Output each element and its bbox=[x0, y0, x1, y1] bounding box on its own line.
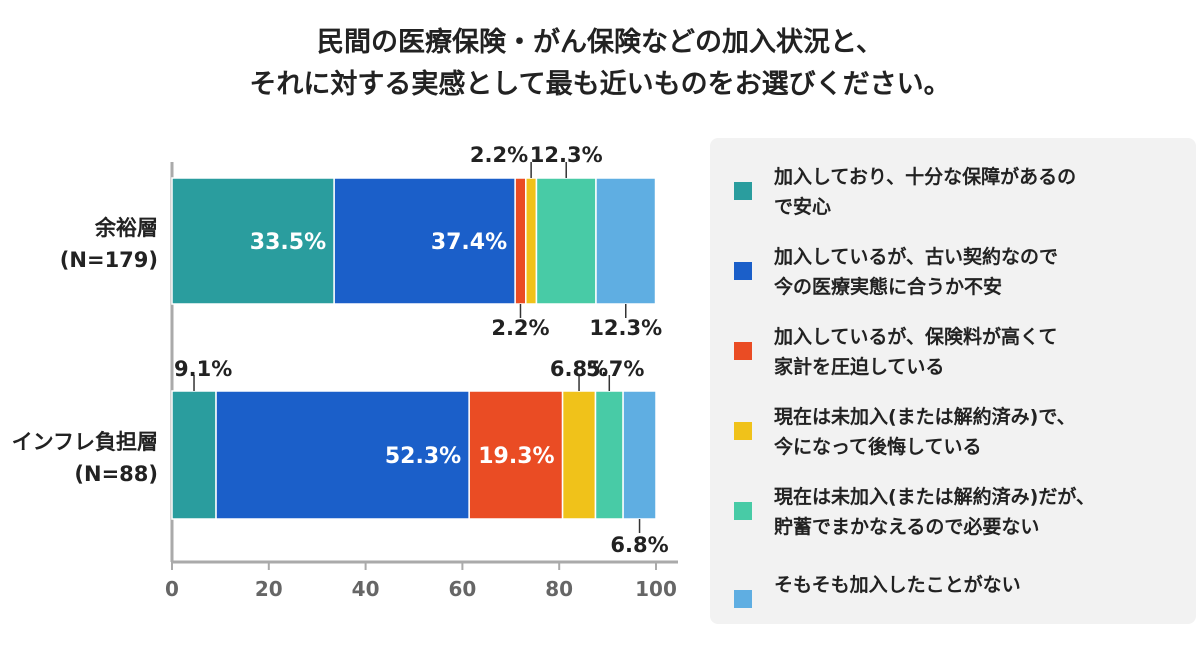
value-label: 9.1% bbox=[174, 357, 232, 381]
legend-label: そもそも加入したことがない bbox=[774, 574, 1021, 596]
value-label: 2.2% bbox=[491, 316, 549, 340]
chart-title-line2: それに対する実感として最も近いものをお選びください。 bbox=[249, 69, 951, 100]
value-label: 33.5% bbox=[250, 230, 326, 255]
legend-item: 加入しており、十分な保障があるの で安心 bbox=[734, 162, 1176, 242]
legend-label: 加入しているが、古い契約なので 今の医療実態に合うか不安 bbox=[774, 246, 1059, 298]
value-label: 12.3% bbox=[530, 143, 603, 167]
bar-segment bbox=[594, 390, 624, 520]
value-label: 5.7% bbox=[586, 357, 644, 381]
x-tick-label: 40 bbox=[352, 577, 380, 601]
bar-segment bbox=[595, 177, 657, 305]
value-label: 19.3% bbox=[478, 444, 554, 469]
legend: 加入しており、十分な保障があるの で安心 加入しているが、古い契約なので 今の医… bbox=[710, 138, 1196, 624]
value-label: 6.8% bbox=[550, 357, 608, 381]
legend-item: 現在は未加入(または解約済み)で、 今になって後悔している bbox=[734, 402, 1176, 482]
legend-swatch bbox=[734, 342, 752, 360]
value-label: 12.3% bbox=[589, 316, 662, 340]
legend-label: 加入しており、十分な保障があるの で安心 bbox=[774, 166, 1077, 218]
value-label: 6.8% bbox=[610, 533, 668, 557]
chart-title: 民間の医療保険・がん保険などの加入状況と、 それに対する実感として最も近いものを… bbox=[0, 22, 1200, 106]
x-tick-label: 100 bbox=[635, 577, 677, 601]
bar-segment bbox=[525, 177, 538, 305]
bar-segment bbox=[171, 390, 217, 520]
bar-segment bbox=[622, 390, 657, 520]
legend-item: 加入しているが、保険料が高くて 家計を圧迫している bbox=[734, 322, 1176, 402]
legend-item: 現在は未加入(または解約済み)だが、 貯蓄でまかなえるので必要ない bbox=[734, 482, 1176, 562]
legend-label: 現在は未加入(または解約済み)で、 今になって後悔している bbox=[774, 406, 1076, 458]
legend-swatch bbox=[734, 262, 752, 280]
category-label: インフレ負担層(N=88) bbox=[12, 430, 158, 486]
x-tick-label: 60 bbox=[448, 577, 476, 601]
value-label: 52.3% bbox=[385, 444, 461, 469]
bar-segment bbox=[514, 177, 527, 305]
bar-segment bbox=[561, 390, 597, 520]
x-tick-label: 80 bbox=[545, 577, 573, 601]
category-label: 余裕層(N=179) bbox=[60, 216, 158, 272]
x-tick-label: 20 bbox=[255, 577, 283, 601]
value-label: 2.2% bbox=[470, 143, 528, 167]
legend-item: 加入しているが、古い契約なので 今の医療実態に合うか不安 bbox=[734, 242, 1176, 322]
legend-swatch bbox=[734, 502, 752, 520]
bar-segment bbox=[215, 390, 470, 520]
stacked-bar-chart: 0 20 40 60 80 100 余裕層(N=179) インフレ負担層(N=88) 33.5%… bbox=[12, 143, 678, 601]
legend-swatch bbox=[734, 182, 752, 200]
legend-item: そもそも加入したことがない bbox=[734, 562, 1176, 650]
legend-label: 加入しているが、保険料が高くて 家計を圧迫している bbox=[774, 326, 1058, 378]
x-tick-label: 0 bbox=[165, 577, 179, 601]
chart-title-line1: 民間の医療保険・がん保険などの加入状況と、 bbox=[317, 27, 883, 58]
legend-label: 現在は未加入(または解約済み)だが、 貯蓄でまかなえるので必要ない bbox=[774, 486, 1095, 538]
legend-swatch bbox=[734, 422, 752, 440]
legend-swatch bbox=[734, 590, 752, 608]
bar-segment bbox=[535, 177, 597, 305]
value-label: 37.4% bbox=[431, 230, 507, 255]
